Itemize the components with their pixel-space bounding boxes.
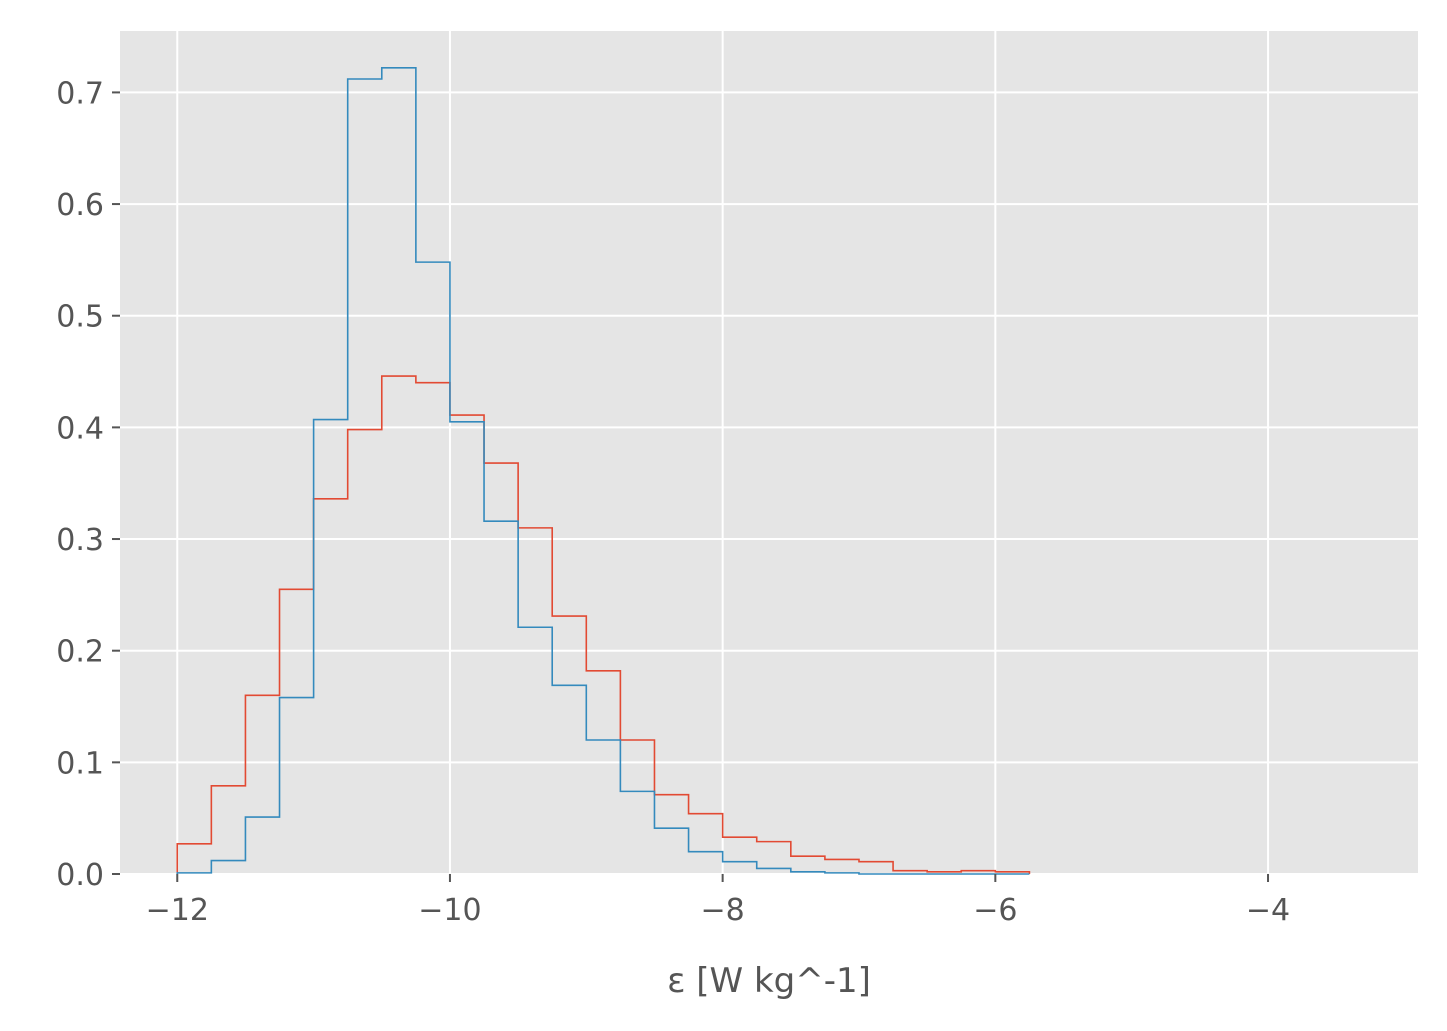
x-axis-title: ε [W kg^-1] [667,961,871,1001]
y-tick-label: 0.4 [56,411,104,446]
x-tick-label: −10 [418,893,481,928]
grid-lines [120,31,1418,875]
x-tick-label: −6 [973,893,1017,928]
y-tick-label: 0.1 [56,746,104,781]
x-tick-label: −8 [701,893,745,928]
y-tick-label: 0.7 [56,76,104,111]
y-axis: 0.0 0.1 0.2 0.3 0.4 0.5 0.6 0.7 [56,76,120,893]
y-tick-label: 0.3 [56,523,104,558]
y-tick-label: 0.5 [56,300,104,335]
y-tick-label: 0.2 [56,635,104,670]
y-tick-label: 0.0 [56,858,104,893]
x-axis: −12 −10 −8 −6 −4 [146,874,1290,928]
plot-background [120,31,1418,874]
y-tick-label: 0.6 [56,188,104,223]
histogram-series [176,67,1031,875]
x-tick-label: −4 [1246,893,1290,928]
x-tick-label: −12 [146,893,209,928]
histogram-series-2 [176,67,1030,875]
